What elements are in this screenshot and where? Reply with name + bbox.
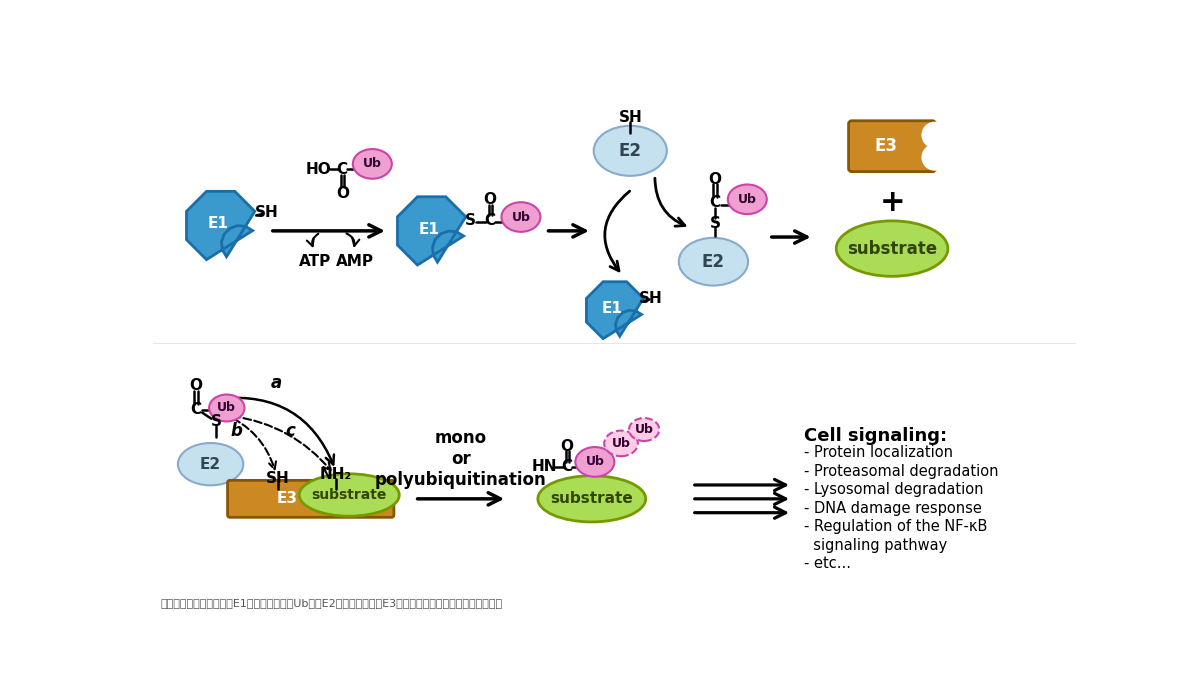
Ellipse shape	[353, 149, 392, 179]
Text: +: +	[879, 188, 905, 217]
Text: O: O	[336, 185, 349, 201]
Text: 图为泛素化途径示意图。E1负责激活泛素（Ub），E2负责转运泛素，E3负责识别底物蛋白并介导泛素转移。: 图为泛素化途径示意图。E1负责激活泛素（Ub），E2负责转运泛素，E3负责识别底…	[161, 598, 502, 608]
Text: substrate: substrate	[550, 491, 633, 507]
Text: C: C	[561, 459, 573, 474]
Circle shape	[921, 144, 948, 171]
Text: ATP: ATP	[299, 254, 331, 269]
Ellipse shape	[501, 202, 541, 232]
Text: E1: E1	[207, 216, 228, 231]
Text: Ub: Ub	[512, 210, 530, 224]
Text: E1: E1	[602, 301, 622, 316]
Text: a: a	[271, 374, 282, 392]
Text: E3: E3	[874, 137, 897, 155]
Text: HN: HN	[531, 459, 556, 474]
Text: AMP: AMP	[336, 254, 374, 269]
Text: E1: E1	[418, 221, 439, 237]
FancyBboxPatch shape	[849, 121, 935, 172]
FancyBboxPatch shape	[228, 480, 394, 518]
Text: - Lysosomal degradation: - Lysosomal degradation	[803, 482, 983, 497]
Text: E2: E2	[619, 142, 641, 160]
Text: c: c	[285, 422, 295, 440]
Text: S: S	[710, 216, 721, 230]
Text: S: S	[465, 212, 476, 228]
Text: O: O	[561, 439, 573, 454]
Text: substrate: substrate	[312, 488, 387, 502]
Text: S: S	[211, 414, 222, 428]
Text: O: O	[709, 172, 722, 187]
Text: - Regulation of the NF-κB: - Regulation of the NF-κB	[803, 519, 987, 534]
Ellipse shape	[836, 221, 948, 276]
Polygon shape	[397, 197, 465, 265]
Text: signaling pathway: signaling pathway	[803, 538, 947, 552]
Text: SH: SH	[638, 291, 662, 306]
Text: SH: SH	[266, 471, 289, 486]
Text: Ub: Ub	[737, 193, 757, 206]
Text: Ub: Ub	[585, 455, 604, 468]
Ellipse shape	[538, 475, 646, 522]
Text: Ub: Ub	[217, 401, 236, 415]
Text: O: O	[483, 192, 496, 207]
Ellipse shape	[300, 474, 399, 516]
Ellipse shape	[728, 185, 767, 214]
Text: mono
or
polyubiquitination: mono or polyubiquitination	[375, 429, 547, 489]
Text: - Protein localization: - Protein localization	[803, 445, 952, 460]
Text: b: b	[230, 422, 242, 440]
Text: E2: E2	[200, 457, 221, 472]
Text: C: C	[337, 162, 348, 176]
Text: Cell signaling:: Cell signaling:	[803, 427, 947, 445]
Text: SH: SH	[619, 110, 643, 125]
Text: E2: E2	[701, 253, 725, 271]
Polygon shape	[187, 192, 254, 260]
Text: Ub: Ub	[634, 423, 653, 436]
Text: E3: E3	[277, 491, 299, 507]
Polygon shape	[586, 282, 644, 338]
Ellipse shape	[594, 126, 667, 176]
Circle shape	[921, 122, 948, 148]
Text: NH₂: NH₂	[320, 466, 353, 482]
Text: - etc...: - etc...	[803, 556, 850, 571]
Text: C: C	[191, 402, 201, 417]
Text: Ub: Ub	[611, 437, 631, 450]
Text: SH: SH	[255, 205, 278, 220]
Ellipse shape	[576, 447, 614, 477]
Text: - Proteasomal degradation: - Proteasomal degradation	[803, 464, 998, 479]
Text: O: O	[189, 378, 203, 393]
Ellipse shape	[629, 418, 659, 441]
Text: - DNA damage response: - DNA damage response	[803, 500, 982, 516]
Ellipse shape	[177, 443, 243, 485]
Text: substrate: substrate	[846, 239, 938, 257]
Text: C: C	[710, 195, 721, 210]
Ellipse shape	[209, 394, 245, 421]
Ellipse shape	[679, 238, 748, 286]
Text: C: C	[484, 212, 495, 228]
Text: HO: HO	[306, 162, 331, 176]
Ellipse shape	[604, 430, 638, 456]
Text: Ub: Ub	[363, 157, 381, 170]
